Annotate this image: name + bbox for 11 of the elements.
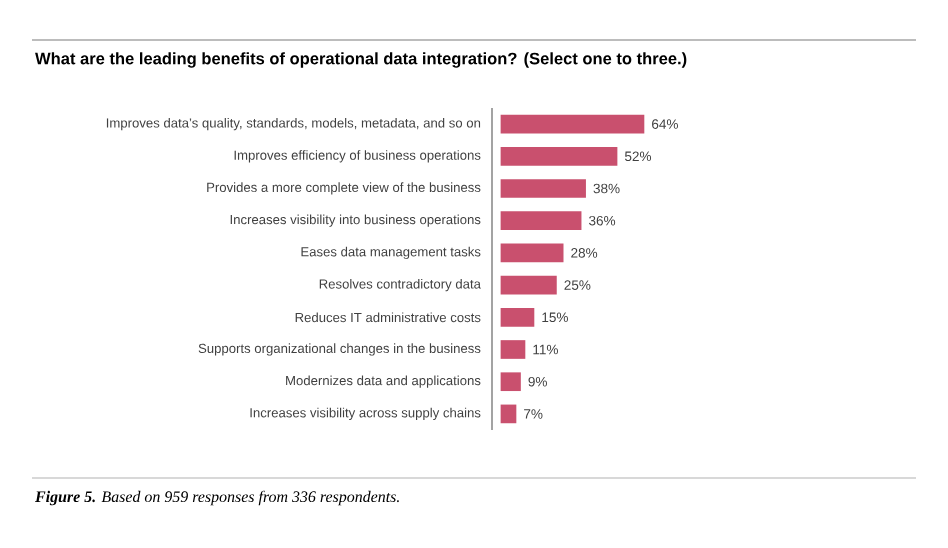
bar	[500, 211, 582, 231]
text: What are the leading benefits of operational data integration? (Select one to three.)	[35, 52, 687, 68]
bar	[500, 179, 586, 198]
bar	[500, 243, 564, 263]
bar	[500, 114, 645, 134]
bar	[500, 307, 535, 327]
bar	[500, 340, 526, 359]
bar	[500, 372, 521, 392]
bar	[500, 275, 557, 295]
bar	[500, 146, 618, 166]
bar	[500, 404, 517, 424]
